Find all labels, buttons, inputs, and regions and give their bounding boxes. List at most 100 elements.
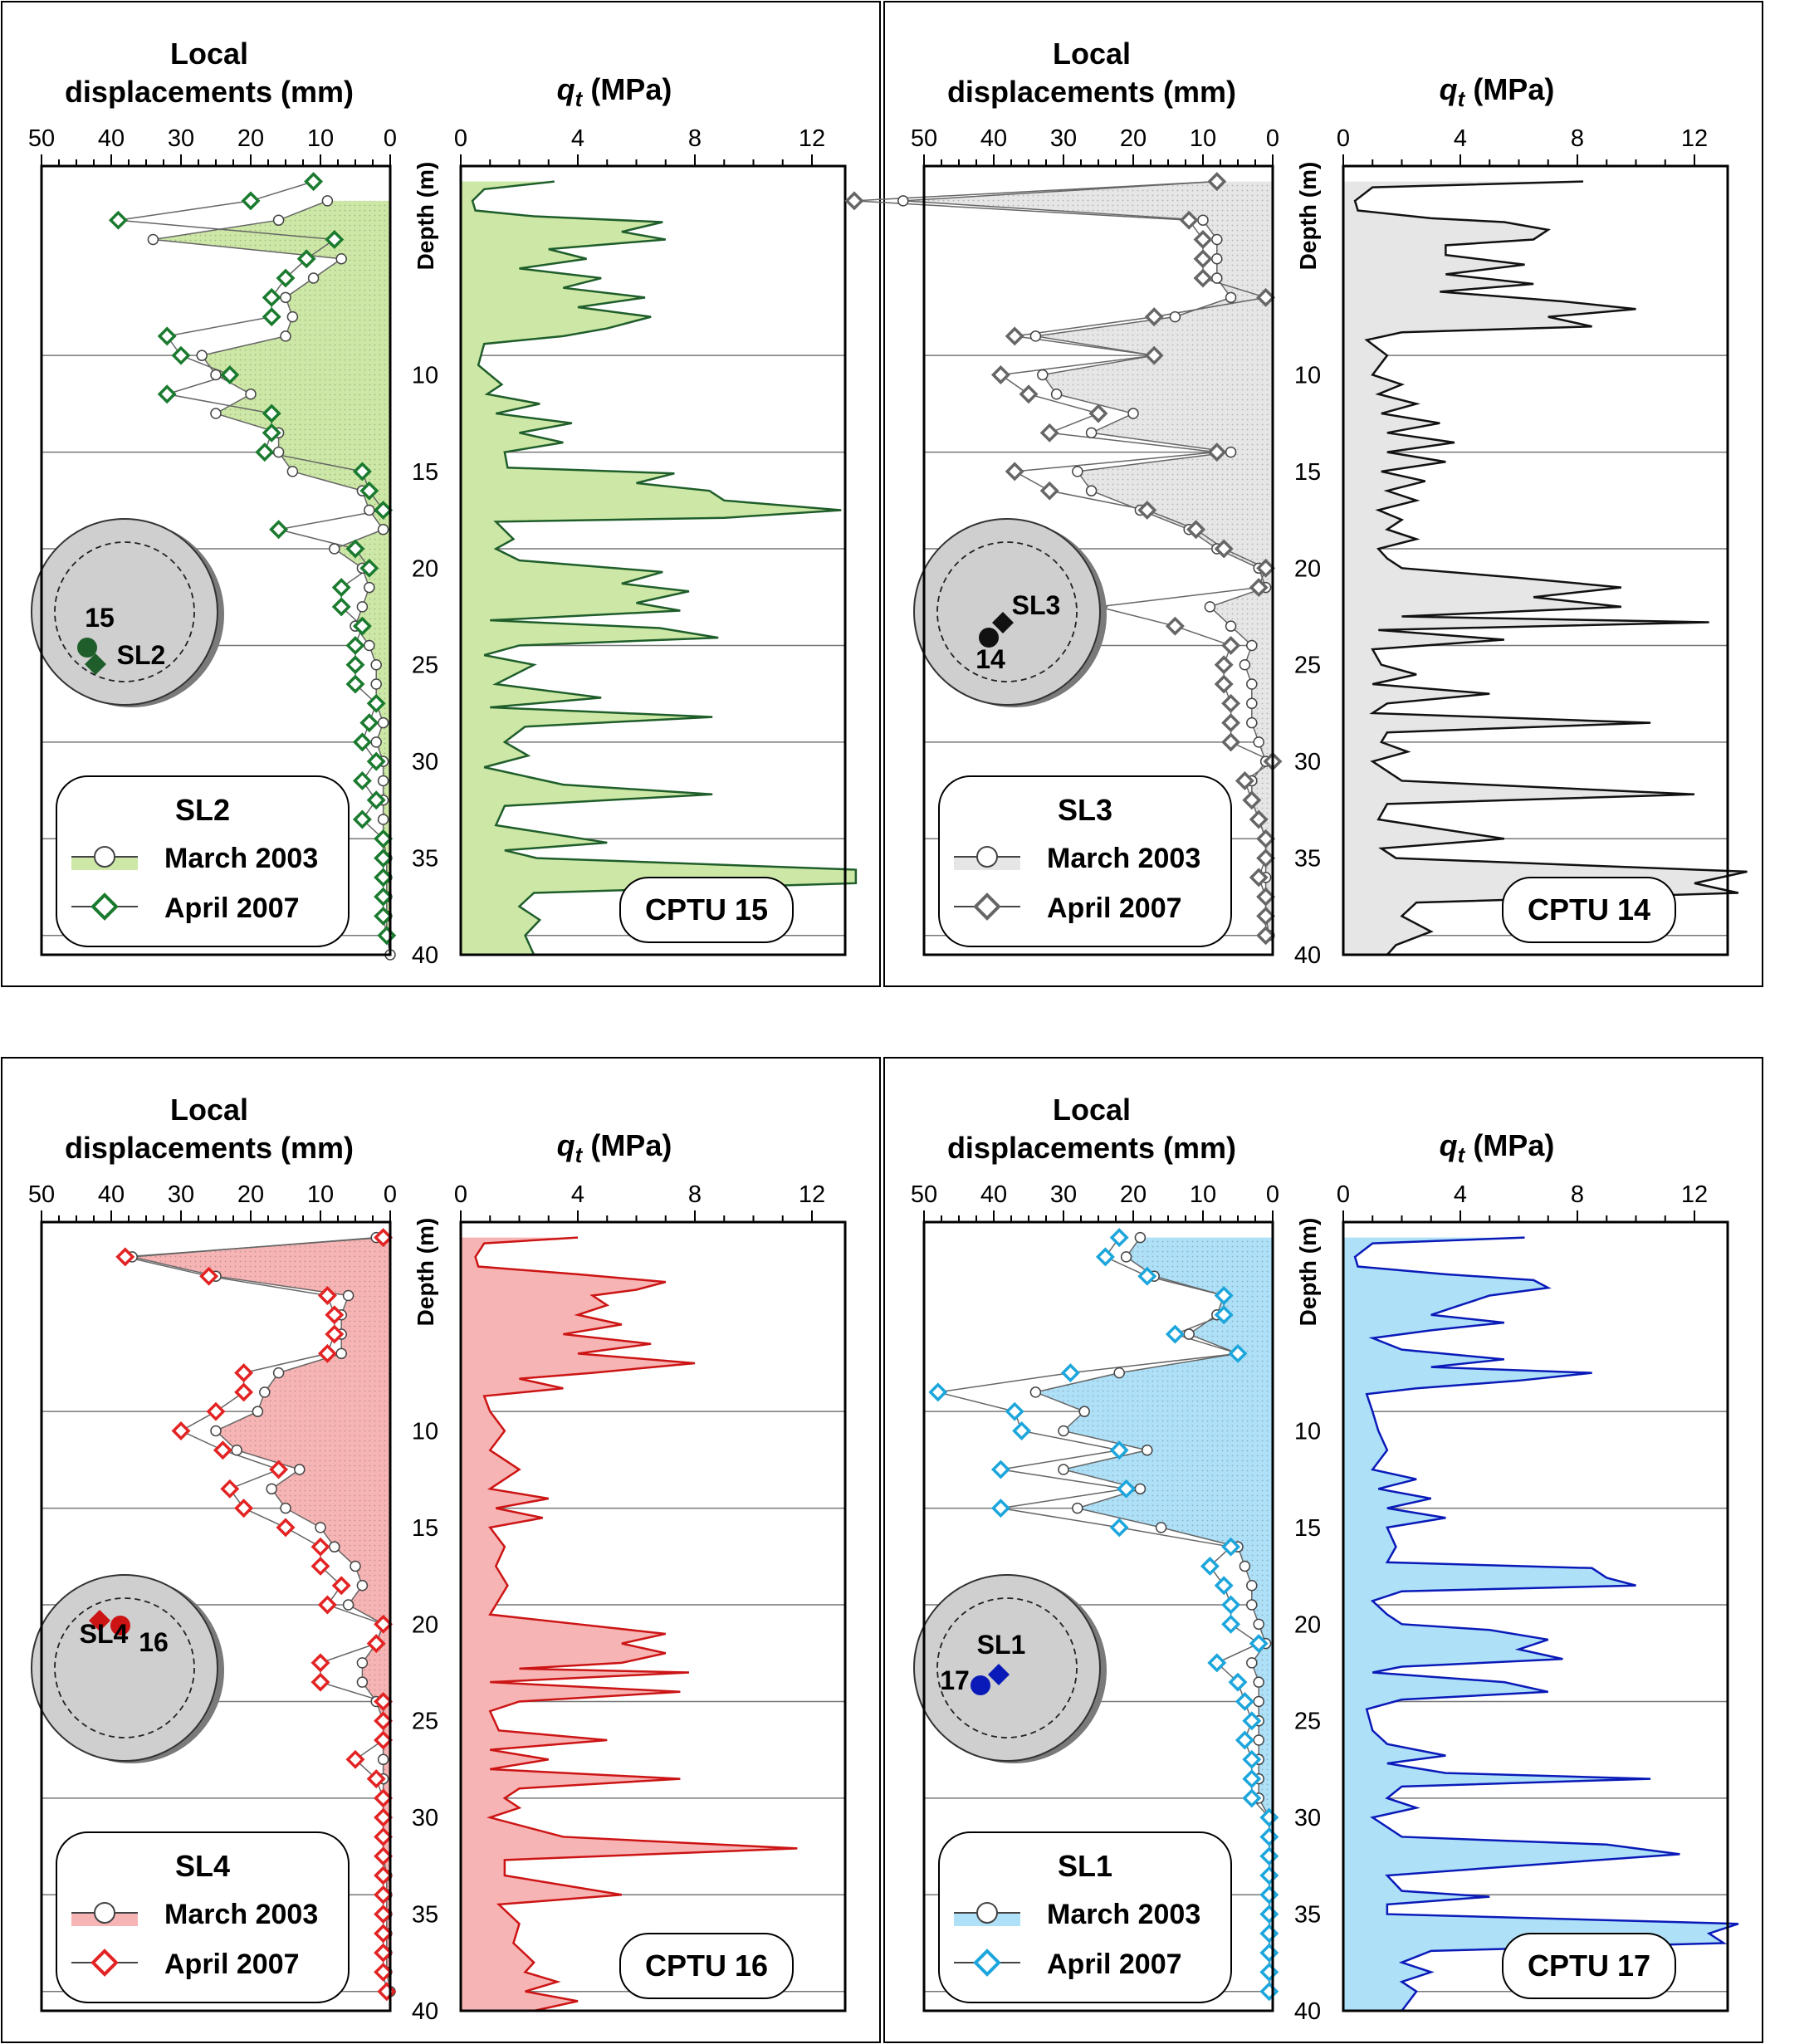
april-2007-line <box>937 1237 1270 1992</box>
legend-box <box>56 775 350 947</box>
left-title-line2: displacements (mm) <box>947 75 1236 109</box>
march-2003-point <box>370 678 382 690</box>
april-2007-point <box>345 635 365 655</box>
april-2007-point <box>310 1653 330 1673</box>
april-2007-point <box>234 1382 254 1402</box>
april-2007-point <box>1200 1556 1220 1576</box>
left-x-tick-label: 0 <box>1266 1181 1279 1208</box>
april-2007-point <box>1221 635 1241 655</box>
legend-box <box>56 1831 350 2003</box>
april-2007-point <box>317 1595 337 1615</box>
april-2007-point <box>1221 693 1241 713</box>
qt-area <box>461 181 856 956</box>
left-x-tick-label: 40 <box>980 1181 1007 1208</box>
march-2003-line <box>132 1236 391 1992</box>
left-title-line1: Local <box>170 37 248 71</box>
cptu-label: CPTU 15 <box>645 892 768 927</box>
april-2007-point <box>325 1305 345 1325</box>
april-2007-point <box>1117 1479 1137 1499</box>
april-2007-point <box>1256 887 1276 907</box>
april-2007-point <box>206 1401 226 1421</box>
march-2003-point <box>1085 427 1098 439</box>
april-2007-point <box>1221 713 1241 733</box>
march-2003-point <box>1183 1328 1195 1340</box>
right-title-sub: t <box>1458 1142 1466 1167</box>
april-2007-point <box>1039 481 1059 501</box>
march-2003-point <box>1253 1695 1264 1708</box>
legend-april-label: April 2007 <box>164 1949 300 1980</box>
cptu-label: CPTU 14 <box>1528 892 1650 927</box>
right-x-tick-label: 12 <box>799 125 825 152</box>
right-x-tick-label: 0 <box>454 1181 467 1208</box>
left-x-tick-label: 20 <box>237 125 264 152</box>
qt-line <box>474 1236 798 2012</box>
legend-april-marker <box>973 892 1001 921</box>
right-x-tick-label: 12 <box>1681 125 1708 152</box>
right-plot: 0 4 8 12 CPTU 16 <box>454 1181 847 2012</box>
left-x-tick-label: 40 <box>98 125 125 152</box>
depth-tick-label: 10 <box>1294 1418 1321 1445</box>
left-x-tick-label: 50 <box>911 125 937 152</box>
depth-tick-label: 35 <box>412 1902 438 1929</box>
depth-axis-label: Depth (m) <box>413 1218 438 1327</box>
april-2007-point <box>345 539 365 559</box>
legend-april-label: April 2007 <box>1047 1949 1182 1980</box>
right-plot: 0 4 8 12 CPTU 15 <box>454 125 858 956</box>
right-title-symbol: q <box>1440 72 1458 106</box>
left-x-tick-label: 50 <box>911 1181 937 1208</box>
legend-march-marker <box>976 846 998 868</box>
cptu-badge <box>619 877 794 943</box>
april-2007-point <box>990 1460 1010 1479</box>
depth-tick-label: 10 <box>1294 362 1321 389</box>
april-2007-point <box>345 1749 365 1769</box>
april-2007-point <box>269 1460 289 1479</box>
april-2007-point <box>374 1826 394 1846</box>
legend-title: SL3 <box>1058 793 1112 827</box>
right-title-symbol: q <box>557 1128 575 1162</box>
april-2007-point <box>1256 848 1276 868</box>
depth-tick-label: 35 <box>1294 1902 1321 1929</box>
march-2003-area-dots <box>132 1237 390 1992</box>
inset-well-marker <box>77 638 97 658</box>
right-title: qt (MPa) <box>557 1128 672 1167</box>
april-2007-point <box>1242 1788 1262 1808</box>
april-2007-point <box>262 287 281 307</box>
right-title-sub: t <box>575 1142 584 1167</box>
april-2007-point <box>199 1266 219 1286</box>
depth-tick-label: 25 <box>1294 1709 1321 1735</box>
march-2003-point <box>350 1560 361 1572</box>
right-plot-frame-top <box>1342 164 1729 956</box>
depth-tick-label: 30 <box>412 749 438 775</box>
march-2003-point <box>1058 1425 1069 1437</box>
march-2003-point <box>1246 697 1258 710</box>
march-2003-point <box>329 1541 340 1553</box>
legend: SL1 March 2003 April 2007 <box>938 1831 1232 2003</box>
legend-march-label: March 2003 <box>1047 843 1200 874</box>
right-x-tick-label: 8 <box>1571 1181 1584 1208</box>
april-2007-point <box>220 1479 240 1499</box>
right-plot-frame-top <box>1342 1220 1729 2012</box>
april-2007-point <box>276 268 296 288</box>
april-2007-point <box>1249 578 1269 598</box>
left-x-tick-label: 0 <box>384 1181 397 1208</box>
march-2003-point <box>356 1657 369 1669</box>
march-2003-point <box>1078 1406 1090 1417</box>
april-2007-point <box>325 230 345 249</box>
april-2007-point <box>1214 674 1234 694</box>
legend-april-marker <box>90 1949 119 1977</box>
legend: SL3 March 2003 April 2007 <box>938 775 1232 947</box>
april-2007-point <box>1221 1614 1241 1634</box>
inset-disc <box>31 1574 218 1762</box>
depth-tick-label: 30 <box>1294 749 1321 775</box>
april-2007-point <box>1165 616 1185 636</box>
march-2003-point <box>307 272 320 284</box>
march-2003-point <box>1211 233 1223 246</box>
left-x-tick-label: 0 <box>384 125 397 152</box>
right-x-tick-label: 4 <box>1454 125 1467 152</box>
april-2007-point <box>296 249 316 269</box>
qt-area <box>1343 181 1748 956</box>
